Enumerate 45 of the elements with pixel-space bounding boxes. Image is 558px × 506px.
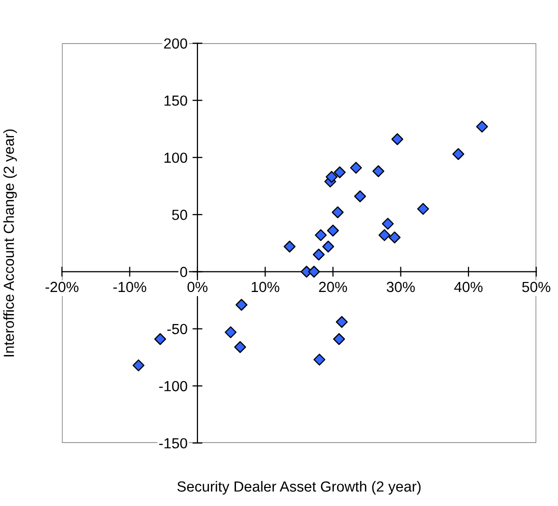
x-tick-label: 50% [522, 282, 550, 292]
point [154, 333, 166, 346]
x-axis-title: Security Dealer Asset Growth (2 year) [177, 480, 421, 495]
x-tick-label: -10% [113, 282, 146, 292]
x-tick-label: 40% [454, 282, 483, 292]
point [336, 316, 348, 328]
point [452, 148, 464, 160]
point [284, 240, 296, 252]
point [312, 248, 325, 260]
point [132, 359, 144, 372]
y-tick-label: -150 [159, 438, 188, 448]
x-tick-label: -20% [46, 282, 78, 292]
point [382, 218, 394, 230]
x-tick-label: 0% [187, 282, 208, 292]
point [234, 341, 246, 353]
point [391, 133, 404, 146]
point [322, 240, 334, 252]
y-tick-label: -50 [167, 324, 188, 334]
point [224, 326, 237, 338]
point [314, 229, 327, 242]
point [333, 333, 345, 346]
x-tick-label: 10% [252, 282, 280, 292]
point [388, 231, 401, 244]
point [476, 120, 488, 133]
point [350, 162, 362, 174]
y-tick-label: 50 [172, 210, 188, 220]
point [236, 298, 248, 311]
y-tick-label: 0 [180, 266, 188, 278]
y-tick-label: 200 [164, 38, 188, 49]
y-tick-label: 100 [164, 152, 188, 163]
point [308, 266, 320, 278]
x-tick-label: 30% [386, 282, 415, 292]
y-tick-label: -100 [159, 381, 188, 392]
point [378, 229, 390, 242]
point [327, 224, 339, 237]
point [326, 170, 338, 183]
point [354, 190, 366, 202]
point [332, 206, 344, 218]
point [313, 354, 326, 366]
point [372, 165, 384, 178]
point [417, 202, 430, 215]
y-axis-title: Interoffice Account Change (2 year) [3, 129, 17, 356]
y-tick-label: 150 [164, 95, 188, 106]
point [334, 166, 346, 178]
x-tick-label: 20% [319, 282, 348, 292]
